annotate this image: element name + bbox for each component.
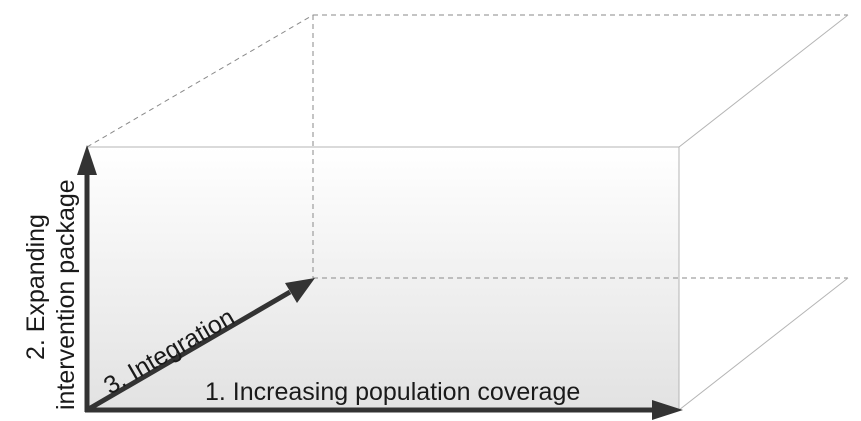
edge-top-left-depth [86,14,314,148]
z-axis-arrow [85,278,315,413]
x-axis-label: 1. Increasing population coverage [205,378,580,406]
edge-bottom-right-depth [678,277,849,411]
edge-top-right-depth [678,14,849,148]
x-axis-arrow [85,400,683,420]
visible-edges [678,14,849,411]
y-axis-arrow [77,145,97,412]
y-axis-label: 2. Expanding intervention package [22,179,80,410]
hidden-edges [86,14,848,279]
y-axis-label-line2: intervention package [52,179,80,410]
y-axis-label-line1: 2. Expanding [22,214,50,360]
front-face [86,146,680,411]
